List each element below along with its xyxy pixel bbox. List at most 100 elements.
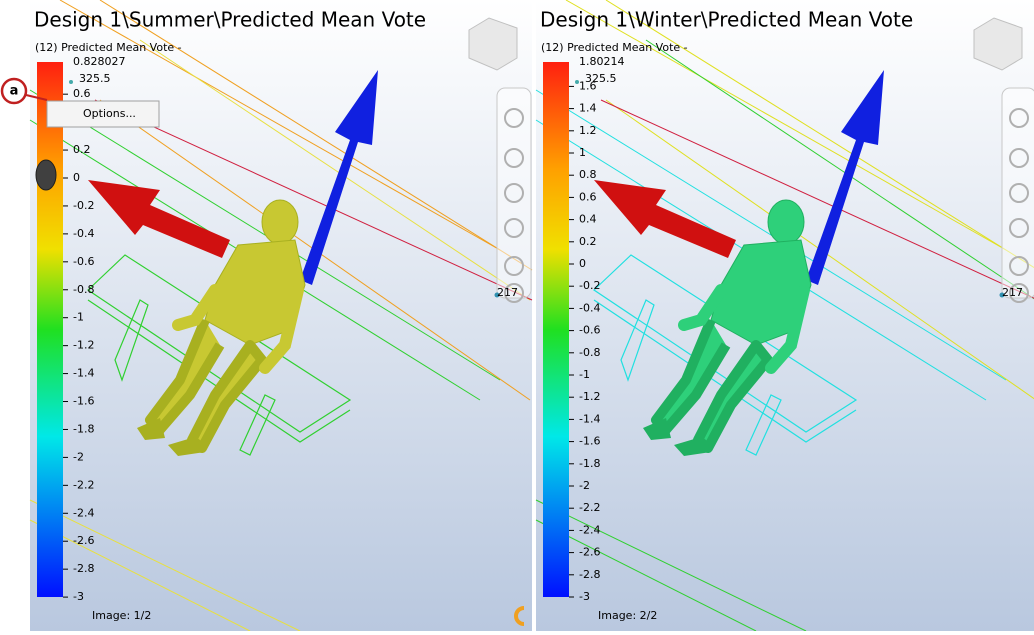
legend-marker [575,80,579,84]
legend-tick-label: -1.4 [579,412,600,425]
legend-tick-label: -1.2 [579,390,600,403]
legend-tick-label: -0.8 [579,346,600,359]
probe-point [494,292,500,298]
legend-tick-label: 0.2 [73,143,91,156]
toolbar-button[interactable] [504,183,524,203]
wireframe-edge [605,0,1034,269]
legend-tick-label: -1.8 [73,422,94,435]
probe-point [999,292,1005,298]
wireframe-edge [535,519,757,632]
legend-tick-label: -3 [579,590,590,603]
toolbar-frame [496,87,532,299]
toolbar-button[interactable] [1009,256,1029,276]
legend-tick-label: 0.6 [73,87,91,100]
toolbar-button[interactable] [1009,108,1029,128]
feet [137,418,205,456]
wireframe [29,0,533,632]
z-axis-arrow [806,70,884,285]
wireframe [535,0,1034,632]
legend-tick-label: -1.8 [579,457,600,470]
wireframe-edge [565,0,1007,251]
toolbar-frame [1001,87,1034,299]
legend-tick-label: 0.8 [579,168,597,181]
toolbar-button[interactable] [504,218,524,238]
toolbar-button[interactable] [1009,148,1029,168]
view-cube[interactable] [973,17,1023,71]
legend-tick-label: -1 [579,368,590,381]
legend-max: 0.828027 [73,55,126,68]
menu-item[interactable]: Options... [83,107,136,120]
navigation-toolbar [496,87,532,303]
color-bar [543,62,569,597]
bench-outline [593,254,858,456]
legend-tick-label: 1.2 [579,124,597,137]
view-title: Design 1\Summer\Predicted Mean Vote [34,8,426,32]
view-title: Design 1\Winter\Predicted Mean Vote [540,8,913,32]
legend-tick-label: -0.8 [73,283,94,296]
legend-tick-label: -2.8 [579,568,600,581]
bench-outline [87,254,352,456]
feet [643,418,711,456]
footer-label: Image: 2/2 [598,609,657,622]
legend-tick-label: 0 [579,257,586,270]
human-figure [643,199,812,456]
toolbar-button[interactable] [504,108,524,128]
toolbar-button[interactable] [504,256,524,276]
legend-tick-label: -2.6 [73,534,94,547]
toolbar-button[interactable] [1009,283,1029,303]
legend-tick-label: -2 [73,450,84,463]
wireframe-edge [535,499,807,632]
view-cube[interactable] [468,17,518,71]
legend-tick-label: -1 [73,311,84,324]
wireframe-edge [99,0,533,271]
viewport: Design 1\Summer\Predicted Mean Vote (12) … [29,0,533,632]
legend-tick-label: 1.6 [579,79,597,92]
arms [172,284,304,374]
legend-tick-label: -0.6 [73,255,94,268]
legend-tick-label: -2.4 [73,506,94,519]
legend-tick-label: -2.4 [579,523,600,536]
legend-tick-label: -0.4 [579,301,600,314]
legend-tick-label: -2.6 [579,546,600,559]
legend-tick-label: -0.4 [73,227,94,240]
legend-marker-label: 325.5 [585,72,617,85]
context-menu [46,100,160,128]
legend-tick-label: -2.2 [579,501,600,514]
arms [678,284,810,374]
legend-tick-label: -1.6 [579,435,600,448]
probe-label: 217 [497,286,518,299]
toolbar-button[interactable] [504,148,524,168]
legend-tick-label: -1.2 [73,339,94,352]
z-axis-arrow [300,70,378,285]
callout-label: a [10,84,19,99]
toolbar-button[interactable] [1009,183,1029,203]
legend-marker-label: 325.5 [79,72,111,85]
legend-max: 1.80214 [579,55,625,68]
navigation-toolbar [1001,87,1034,303]
probe-label: 217 [1002,286,1023,299]
legend-tick-label: 0 [73,171,80,184]
callout-badge [0,77,28,105]
legend-tick-label: -2.2 [73,478,94,491]
wireframe-edge [29,519,251,632]
refresh-icon[interactable] [514,606,525,626]
x-axis-arrow [594,180,736,258]
x-axis-arrow [88,180,230,258]
legend-tick-label: -1.4 [73,367,94,380]
legend-tick-label: -3 [73,590,84,603]
legend-tick-label: -0.2 [73,199,94,212]
toolbar-button[interactable] [1009,218,1029,238]
section-line [600,99,1034,299]
callout-line [25,94,48,101]
legend-tick-label: 0.2 [579,235,597,248]
legend-tick-label: 1 [579,146,586,159]
viewport: Design 1\Winter\Predicted Mean Vote (12) … [535,0,1034,632]
wireframe-edge [29,499,301,632]
head [261,199,299,245]
wireframe-edge [139,39,531,301]
legend-tick-label: -2 [579,479,590,492]
toolbar-button[interactable] [504,283,524,303]
wireframe-edge [645,39,1034,300]
mouse-icon [35,159,57,191]
